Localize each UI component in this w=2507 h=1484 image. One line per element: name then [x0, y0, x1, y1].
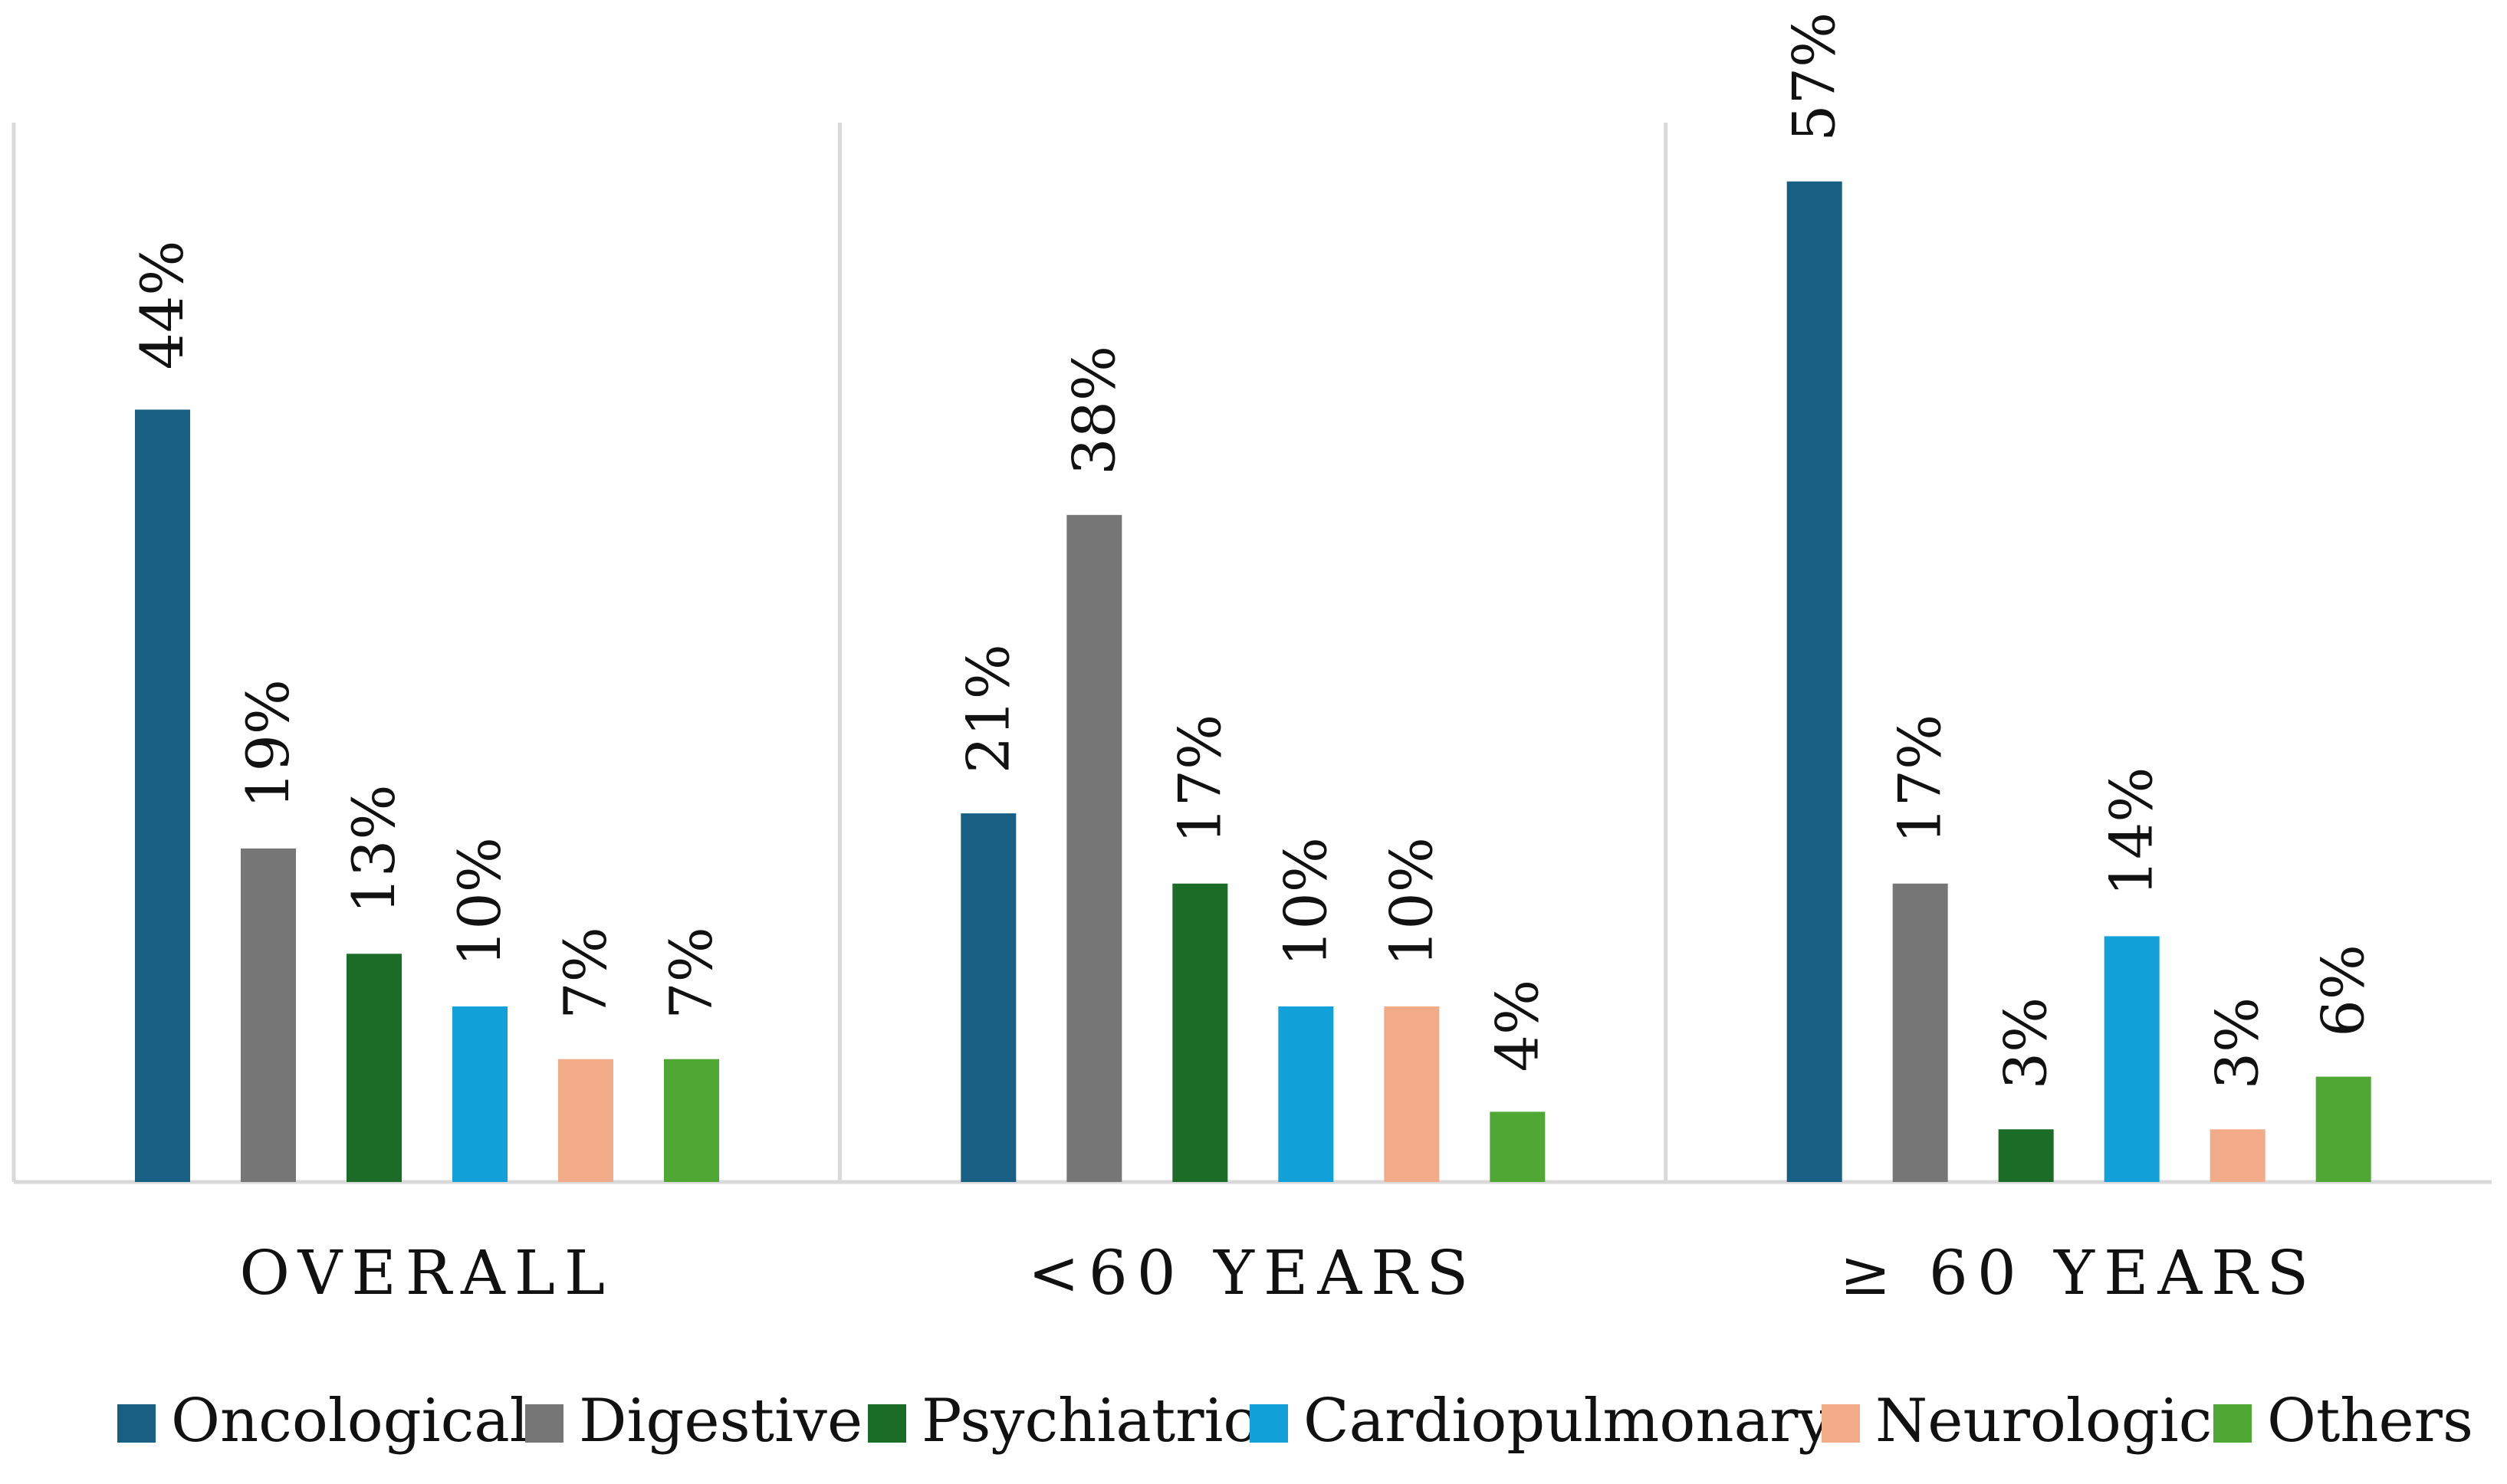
bar-psychiatric-60-years: [1998, 1129, 2054, 1182]
value-label: 19%: [234, 679, 302, 809]
value-label: 4%: [1483, 980, 1551, 1072]
legend-item-neurologic: Neurologic: [1822, 1387, 2212, 1456]
legend-swatch: [1250, 1404, 1288, 1443]
bar-psychiatric-60-years: [1172, 883, 1228, 1182]
legend-swatch: [1822, 1404, 1860, 1443]
bar-digestive-overall: [241, 848, 296, 1182]
bar-digestive-60-years: [1066, 514, 1122, 1182]
bar-cardiopulmonary-overall: [452, 1006, 508, 1182]
chart-legend: Oncological Digestive Psychiatric Cardiopul…: [117, 1387, 2473, 1456]
value-label: 44%: [128, 240, 196, 369]
legend-label: Digestive: [579, 1387, 863, 1456]
bar-digestive-60-years: [1892, 883, 1948, 1182]
value-label: 6%: [2309, 944, 2377, 1037]
legend-label: Others: [2267, 1387, 2473, 1456]
chart-category-labels: OVERALL <60 YEARS ≥ 60 YEARS: [239, 1237, 2318, 1308]
value-label: 3%: [2203, 997, 2272, 1090]
legend-swatch: [525, 1404, 564, 1443]
value-label: 57%: [1780, 12, 1848, 142]
bar-others-overall: [664, 1059, 719, 1182]
legend-swatch: [2213, 1404, 2252, 1443]
bar-oncological-60-years: [961, 813, 1017, 1182]
bar-cardiopulmonary-60-years: [1278, 1006, 1334, 1182]
bar-neurologic-overall: [558, 1059, 613, 1182]
value-label: 7%: [551, 927, 619, 1019]
value-label: 7%: [657, 927, 725, 1019]
value-label: 21%: [954, 644, 1022, 773]
bar-others-60-years: [2315, 1076, 2371, 1182]
value-label: 17%: [1886, 714, 1954, 844]
bar-oncological-overall: [135, 409, 190, 1182]
legend-item-psychiatric: Psychiatric: [868, 1387, 1257, 1456]
legend-item-cardiopulmonary: Cardiopulmonary: [1250, 1387, 1832, 1456]
legend-label: Cardiopulmonary: [1303, 1387, 1832, 1456]
legend-item-digestive: Digestive: [525, 1387, 863, 1456]
bar-oncological-60-years: [1786, 181, 1842, 1183]
value-label: 3%: [1992, 997, 2060, 1090]
value-label: 38%: [1060, 346, 1128, 475]
bar-neurologic-60-years: [2210, 1129, 2266, 1182]
chart-axes: [12, 123, 2492, 1184]
value-label: 13%: [340, 784, 408, 914]
bar-psychiatric-overall: [347, 954, 402, 1182]
bar-neurologic-60-years: [1384, 1006, 1440, 1182]
legend-item-others: Others: [2213, 1387, 2473, 1456]
legend-swatch: [117, 1404, 156, 1443]
legend-label: Neurologic: [1875, 1387, 2212, 1456]
category-label-60-years: <60 YEARS: [1028, 1237, 1477, 1308]
bar-others-60-years: [1490, 1111, 1546, 1182]
category-label-overall: OVERALL: [239, 1237, 614, 1308]
chart-bars: [135, 181, 2371, 1183]
legend-label: Psychiatric: [922, 1387, 1257, 1456]
value-label: 10%: [1377, 837, 1445, 967]
category-label-60-years: ≥ 60 YEARS: [1839, 1237, 2318, 1308]
value-label: 10%: [1271, 837, 1339, 967]
legend-label: Oncological: [171, 1387, 529, 1456]
legend-item-oncological: Oncological: [117, 1387, 529, 1456]
value-label: 14%: [2098, 767, 2166, 896]
value-label: 10%: [445, 837, 514, 967]
legend-swatch: [868, 1404, 906, 1443]
chart-value-labels: 44% 19% 13% 10% 7% 7% 21% 38% 17% 10% 10% 4% 57% 17% 3…: [128, 12, 2377, 1090]
value-label: 17%: [1165, 714, 1234, 844]
bar-cardiopulmonary-60-years: [2104, 936, 2160, 1182]
